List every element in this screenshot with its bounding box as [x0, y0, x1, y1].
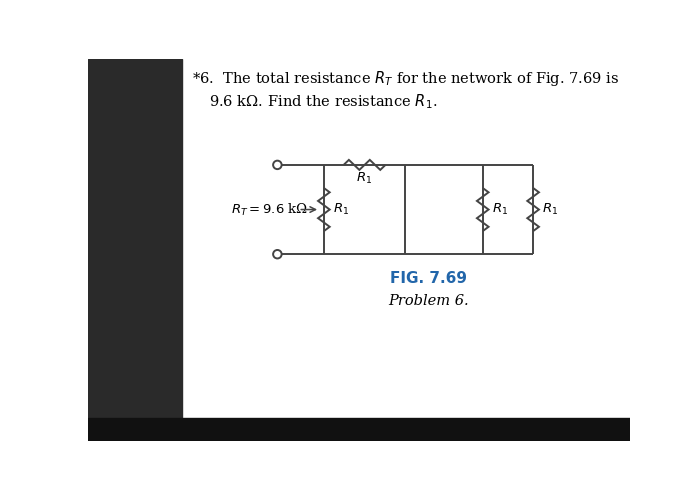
Text: $R_1$: $R_1$ — [542, 202, 559, 217]
Text: $R_1$: $R_1$ — [333, 202, 349, 217]
Circle shape — [273, 250, 281, 258]
Bar — [88, 59, 183, 441]
Text: FIG. 7.69: FIG. 7.69 — [390, 271, 467, 286]
Text: $R_T = 9.6$ kΩ: $R_T = 9.6$ kΩ — [231, 201, 308, 218]
Text: *6.  The total resistance $R_T$ for the network of Fig. 7.69 is: *6. The total resistance $R_T$ for the n… — [192, 69, 620, 89]
Text: 9.6 kΩ. Find the resistance $R_1$.: 9.6 kΩ. Find the resistance $R_1$. — [209, 93, 438, 111]
Bar — [88, 418, 630, 441]
Text: $R_1$: $R_1$ — [492, 202, 508, 217]
Circle shape — [273, 161, 281, 169]
Text: Problem 6.: Problem 6. — [389, 294, 469, 308]
Text: $R_1$: $R_1$ — [356, 171, 372, 186]
